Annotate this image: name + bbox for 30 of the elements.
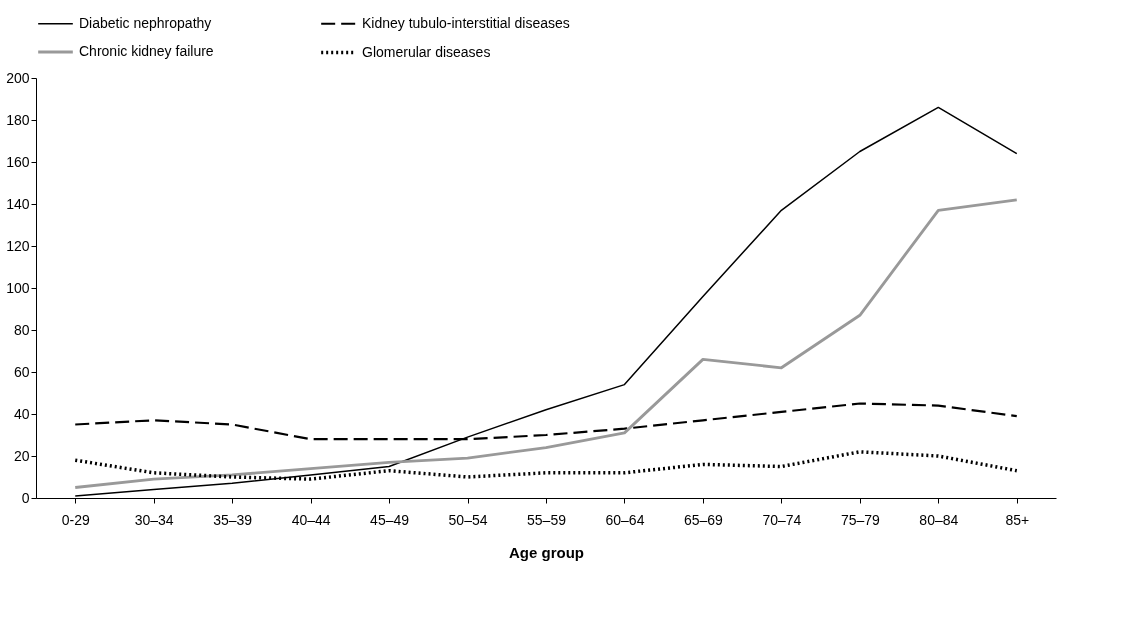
y-tick-label: 80	[13, 321, 30, 338]
x-tick-label: 55–59	[527, 511, 567, 528]
x-tick-label: 65–69	[683, 511, 724, 528]
y-tick-label: 20	[13, 447, 30, 464]
y-tick-label: 200	[6, 69, 30, 86]
y-tick-label: 160	[6, 153, 30, 170]
x-tick-label: 35–39	[213, 511, 253, 528]
x-tick-label: 60–64	[605, 511, 645, 528]
y-tick-label: 140	[6, 195, 30, 212]
legend-label: Kidney tubulo-interstitial diseases	[362, 14, 570, 31]
legend-label: Diabetic nephropathy	[79, 14, 212, 31]
x-tick-label: 30–34	[134, 511, 174, 528]
y-tick-label: 100	[6, 279, 30, 296]
x-tick-label: 40–44	[291, 511, 331, 528]
x-tick-label: 45–49	[370, 511, 410, 528]
y-tick-label: 60	[13, 363, 30, 380]
x-tick-label: 70–74	[762, 511, 802, 528]
x-tick-label: 80–84	[919, 511, 959, 528]
legend-label: Chronic kidney failure	[79, 43, 214, 59]
y-tick-label: 120	[6, 237, 30, 254]
y-tick-label: 180	[6, 111, 30, 128]
x-tick-label: 85+	[1005, 511, 1030, 528]
x-tick-label: 50–54	[448, 511, 488, 528]
x-axis-title: Age group	[509, 543, 584, 561]
y-tick-label: 40	[13, 405, 30, 422]
legend-label: Glomerular diseases	[362, 43, 491, 60]
x-tick-label: 0-29	[61, 511, 90, 528]
line-series	[73, 198, 1019, 489]
x-tick-label: 75–79	[840, 511, 881, 528]
y-tick-label: 0	[21, 489, 30, 506]
